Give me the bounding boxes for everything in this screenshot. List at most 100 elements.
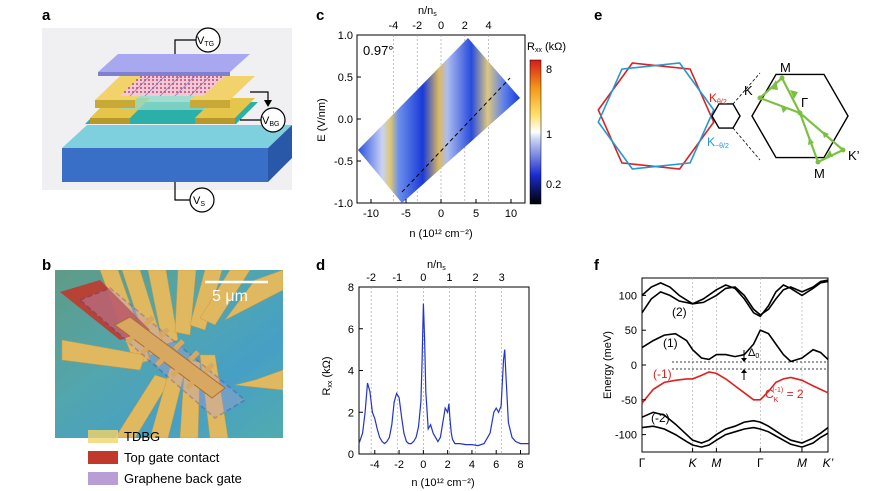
svg-text:Graphene back gate: Graphene back gate [124,471,242,486]
y-tick-label-c: -1.0 [334,198,353,210]
x-tick-label-f: Γ [639,456,646,470]
top-axis-title-c: n/ns [418,5,437,18]
y-tick-label-c: -0.5 [334,156,353,168]
y-tick-label-d: 2 [348,407,354,419]
svg-text:VTG: VTG [197,35,214,48]
panel-label-d: d [316,257,325,274]
band-curve [641,371,829,404]
x-tick-label-d: 4 [469,459,475,471]
y-tick-label-d: 6 [348,324,354,336]
m-point-label-top: M [780,60,791,75]
heatmap-data-region [358,38,520,203]
band-curve [641,425,829,448]
high-symmetry-path [759,77,844,163]
x-tick-label-c: -5 [401,208,411,220]
arrow-icon [264,100,272,107]
gamma-point-label: Γ [801,95,808,110]
svg-text:TDBG: TDBG [124,429,160,444]
y-tick-label-c: 0.5 [338,72,353,84]
x-tick-label-f: M [797,456,807,470]
k-theta-plus-label: Kθ/2 [709,91,727,106]
panel-f: f Δ0 (2) (1) (-1) (-2) CK(-1) = 2 100 50 0… [594,257,834,470]
rxx-curve [358,303,529,447]
mini-bz-large-hexagon [751,73,849,159]
legend: TDBG Top gate contact Graphene back gate [88,429,242,486]
band-label-1: (1) [663,336,678,350]
x-axis-title-c: n (10¹² cm⁻²) [409,228,472,240]
twist-angle-label: 0.97° [363,43,394,58]
svg-text:VBG: VBG [262,115,279,128]
y-tick-label-f: 50 [625,325,637,337]
y-tick-label-d: 4 [348,366,354,378]
colorbar-tick-1: 1 [546,129,552,141]
y-tick-label-f: 100 [619,290,637,302]
x-tick-label-c: 0 [438,208,444,220]
ticks-d: -4 -2 0 2 4 6 8 0 2 4 6 8 -2 -1 0 1 2 3 [348,272,524,471]
colorbar: Rxx (kΩ) 8 1 0.2 [527,41,566,205]
zoom-lines [732,72,761,161]
device-tdbg-lattice [120,75,225,97]
band-curve [641,411,829,444]
top-tick-label-d: 0 [420,272,426,284]
legend-item-back-gate: Graphene back gate [88,471,242,486]
panel-label-e: e [594,7,602,24]
colorbar-tick-0.2: 0.2 [546,179,561,191]
panel-d: d n/ns -4 -2 0 2 4 6 8 0 2 4 6 8 -2 -1 0 1 2 3 Rxx (kΩ) n… [316,257,530,489]
heatmap-c [358,38,520,203]
y-tick-label-c: 0.0 [338,114,353,126]
mini-bz-small-hexagon [711,103,741,129]
x-tick-label-f: K [689,456,698,470]
band-label-2: (2) [672,305,687,319]
device-wiring [174,39,269,201]
bz-red-hexagon [597,62,715,170]
top-tick-label-d: 2 [473,272,479,284]
x-axis-title-d: n (10¹² cm⁻²) [411,477,474,489]
k-point-label: K [744,83,753,98]
k-prime-point-label: K’ [848,148,860,163]
v-bg-label: VBG [260,107,286,133]
colorbar-title: Rxx (kΩ) [527,41,566,54]
colorbar-tick-8: 8 [546,64,552,76]
legend-item-top-gate: Top gate contact [88,450,220,465]
x-tick-label-c: 10 [505,208,517,220]
band-curve [641,329,829,363]
bz-blue-hexagon [597,62,715,170]
scale-bar-label: 5 μm [212,288,248,305]
x-tick-label-f: K’ [823,456,834,470]
top-tick-label-c: -4 [389,20,399,32]
panel-label-b: b [42,257,51,274]
top-tick-label-d: 1 [446,272,452,284]
y-tick-label-d: 8 [348,282,354,294]
k-theta-minus-label: K−θ/2 [707,135,729,150]
device-top-gate [98,54,250,76]
v-s-label: VS [189,187,215,213]
band-label-minus-1: (-1) [653,367,672,381]
top-tick-label-c: 0 [438,20,444,32]
x-tick-label-d: -2 [394,459,404,471]
m-point-label-bottom: M [814,166,825,181]
band-curve [641,279,829,316]
ticks-c: -10 -5 0 5 10 1.0 0.5 0.0 -0.5 -1.0 -4 -2 0 2 4 [334,20,517,220]
chern-number-label: CK(-1) = 2 [765,387,804,404]
x-tick-label-d: 2 [445,459,451,471]
top-tick-label-c: -2 [412,20,422,32]
band-label-minus-2: (-2) [651,411,670,425]
x-tick-label-d: 6 [493,459,499,471]
top-tick-label-d: -1 [392,272,402,284]
panel-c: c n/ns 0.97° -10 -5 0 5 101.00.50.0-0.5-1.0-… [316,5,566,240]
x-tick-label-d: 8 [517,459,523,471]
x-tick-label-f: Γ [757,456,764,470]
top-tick-label-c: 2 [462,20,468,32]
svg-text:VS: VS [193,195,205,208]
path-arrows [770,80,833,157]
panel-label-c: c [316,7,324,24]
y-tick-label-c: 1.0 [338,30,353,42]
gap-label: Δ0 [748,347,759,360]
top-axis-title-d: n/ns [427,259,446,272]
panel-label-a: a [42,7,51,24]
panel-b: b [42,257,283,486]
top-tick-label-d: -2 [366,272,376,284]
legend-item-tdbg: TDBG [88,429,160,444]
